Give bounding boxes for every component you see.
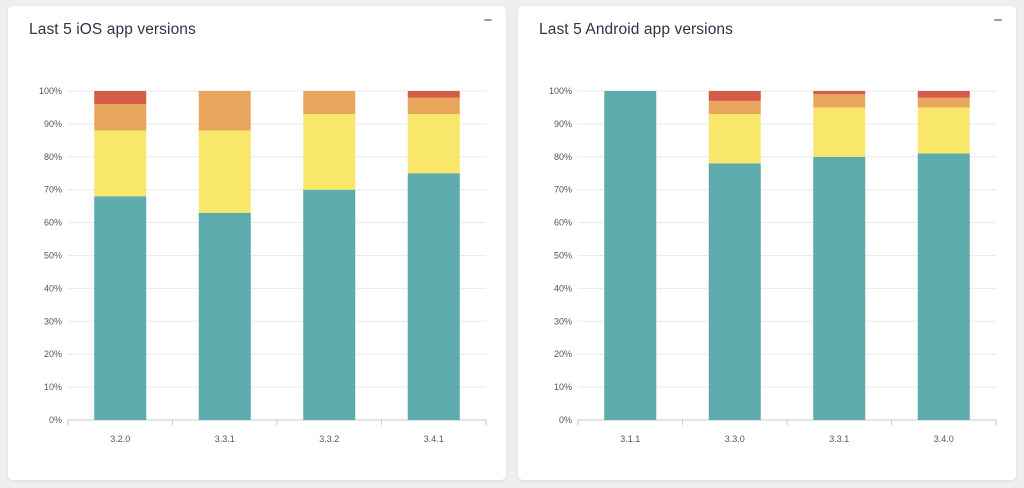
y-tick-label: 80% <box>554 152 572 162</box>
bar-segment[interactable] <box>917 153 970 420</box>
bar-segment[interactable] <box>708 163 761 420</box>
bar-segment[interactable] <box>94 130 147 197</box>
y-tick-label: 50% <box>554 251 572 261</box>
bar-segment[interactable] <box>407 97 460 115</box>
bar-segment[interactable] <box>813 107 866 157</box>
bar-segment[interactable] <box>813 94 866 108</box>
bar-segment[interactable] <box>303 114 356 190</box>
x-tick-label: 3.3.1 <box>829 434 849 444</box>
y-tick-label: 40% <box>554 283 572 293</box>
y-tick-label: 80% <box>44 152 62 162</box>
x-tick-label: 3.1.1 <box>620 434 640 444</box>
bar-segment[interactable] <box>407 91 460 98</box>
y-tick-label: 50% <box>44 251 62 261</box>
y-tick-label: 10% <box>44 382 62 392</box>
minus-icon[interactable] <box>481 13 495 27</box>
bar-segment[interactable] <box>708 100 761 115</box>
y-tick-label: 30% <box>44 316 62 326</box>
bar-segment[interactable] <box>604 91 657 420</box>
bar-segment[interactable] <box>198 130 251 213</box>
bar-segment[interactable] <box>813 91 866 95</box>
y-tick-label: 60% <box>554 218 572 228</box>
y-tick-label: 60% <box>44 218 62 228</box>
y-tick-label: 100% <box>549 86 572 96</box>
x-tick-label: 3.3.1 <box>215 434 235 444</box>
card-title: Last 5 iOS app versions <box>29 21 196 38</box>
y-tick-label: 70% <box>554 185 572 195</box>
bar-segment[interactable] <box>813 156 866 421</box>
y-tick-label: 90% <box>44 119 62 129</box>
y-tick-label: 0% <box>559 415 572 425</box>
x-tick-label: 3.2.0 <box>110 434 130 444</box>
bar-segment[interactable] <box>303 189 356 420</box>
y-tick-label: 20% <box>44 349 62 359</box>
bar-segment[interactable] <box>94 196 147 420</box>
x-tick-label: 3.4.1 <box>424 434 444 444</box>
y-tick-label: 70% <box>44 185 62 195</box>
bar-segment[interactable] <box>708 91 761 101</box>
ios-versions-card: Last 5 iOS app versions 0% 10% 20% 30% 40% 50… <box>8 6 506 480</box>
bar-segment[interactable] <box>917 91 970 98</box>
bar-segment[interactable] <box>303 91 356 115</box>
y-tick-label: 90% <box>554 119 572 129</box>
bar-segment[interactable] <box>917 97 970 108</box>
bar-segment[interactable] <box>198 212 251 420</box>
y-tick-label: 40% <box>44 283 62 293</box>
android-versions-card: Last 5 Android app versions 0% 10% 20% 30% 4… <box>518 6 1016 480</box>
bar-segment[interactable] <box>198 91 251 131</box>
y-tick-label: 0% <box>49 415 62 425</box>
y-tick-label: 10% <box>554 382 572 392</box>
bar-segment[interactable] <box>917 107 970 154</box>
y-tick-label: 20% <box>554 349 572 359</box>
x-tick-label: 3.3.0 <box>725 434 745 444</box>
bar-segment[interactable] <box>94 91 147 105</box>
bar-segment[interactable] <box>708 114 761 164</box>
bar-segment[interactable] <box>94 104 147 131</box>
card-title: Last 5 Android app versions <box>539 21 733 38</box>
bar-segment[interactable] <box>407 173 460 420</box>
android-stacked-bar-chart: 0% 10% 20% 30% 40% 50% 60% 70% 80% 90% 100% 3.1.1 3.… <box>549 86 997 444</box>
ios-stacked-bar-chart: 0% 10% 20% 30% 40% 50% 60% 70% 80% 90% 100% 3.2.0 3.… <box>39 86 487 444</box>
y-tick-label: 30% <box>554 316 572 326</box>
bar-segment[interactable] <box>407 114 460 174</box>
minus-icon[interactable] <box>991 13 1005 27</box>
x-tick-label: 3.4.0 <box>934 434 954 444</box>
y-tick-label: 100% <box>39 86 62 96</box>
x-tick-label: 3.3.2 <box>319 434 339 444</box>
